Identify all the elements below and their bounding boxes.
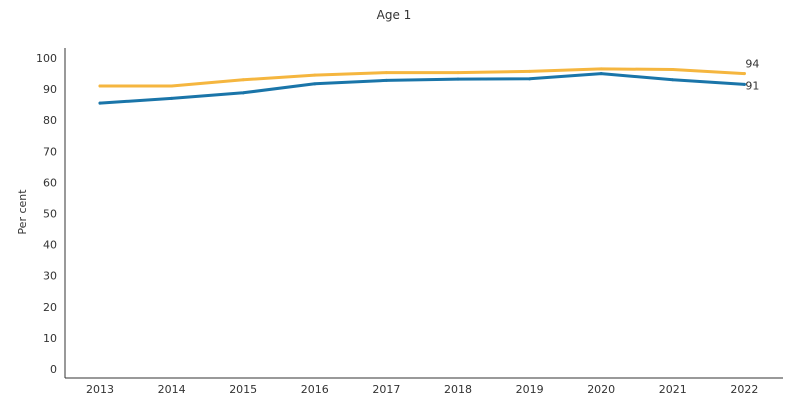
chart-title: Age 1: [377, 8, 412, 22]
series-0-point: [241, 78, 245, 82]
x-axis-ticks: 2013 2014 2015 2016 2017 2018 2019 2020 2021 2022: [86, 383, 758, 396]
series-0-point: [456, 71, 460, 75]
x-tick-label: 2015: [229, 383, 257, 396]
y-tick-label: 0: [50, 363, 57, 376]
series-0-point: [671, 68, 675, 72]
y-tick-label: 80: [43, 114, 57, 127]
series-1-point: [528, 77, 532, 81]
x-tick-label: 2018: [444, 383, 472, 396]
series-1-point: [170, 96, 174, 100]
y-tick-label: 10: [43, 332, 57, 345]
y-tick-label: 30: [43, 270, 57, 283]
series-0-point: [384, 71, 388, 75]
series-line-1: [98, 72, 746, 105]
x-tick-label: 2022: [730, 383, 758, 396]
series-1-point: [384, 78, 388, 82]
end-labels: 94 91: [745, 58, 759, 93]
series-0-end-label: 94: [745, 58, 759, 71]
y-tick-label: 40: [43, 239, 57, 252]
series-1-point: [241, 91, 245, 95]
series-0-point: [528, 69, 532, 73]
series-1-point: [313, 82, 317, 86]
series-1-point: [742, 82, 746, 86]
series-1-point: [98, 101, 102, 105]
x-tick-label: 2021: [659, 383, 687, 396]
series-1-point: [599, 72, 603, 76]
series-1-point: [456, 77, 460, 81]
y-tick-label: 60: [43, 176, 57, 189]
series-0-point: [599, 67, 603, 71]
y-tick-label: 50: [43, 208, 57, 221]
y-axis-ticks: 0 10 20 30 40 50 60 70 80 90 100: [36, 52, 57, 376]
x-tick-label: 2016: [301, 383, 329, 396]
series-1-point: [671, 78, 675, 82]
y-tick-label: 90: [43, 83, 57, 96]
series-1-end-label: 91: [745, 79, 759, 92]
x-tick-label: 2014: [158, 383, 186, 396]
series-0-point: [742, 72, 746, 76]
x-tick-label: 2017: [372, 383, 400, 396]
series-0-point: [98, 84, 102, 88]
series-0-point: [170, 84, 174, 88]
x-tick-label: 2013: [86, 383, 114, 396]
series-group: [98, 67, 746, 105]
y-tick-label: 70: [43, 145, 57, 158]
y-tick-label: 20: [43, 301, 57, 314]
series-line-0: [98, 67, 746, 88]
y-axis-title: Per cent: [16, 189, 29, 235]
x-tick-label: 2019: [516, 383, 544, 396]
x-tick-label: 2020: [587, 383, 615, 396]
y-tick-label: 100: [36, 52, 57, 65]
series-0-point: [313, 73, 317, 77]
